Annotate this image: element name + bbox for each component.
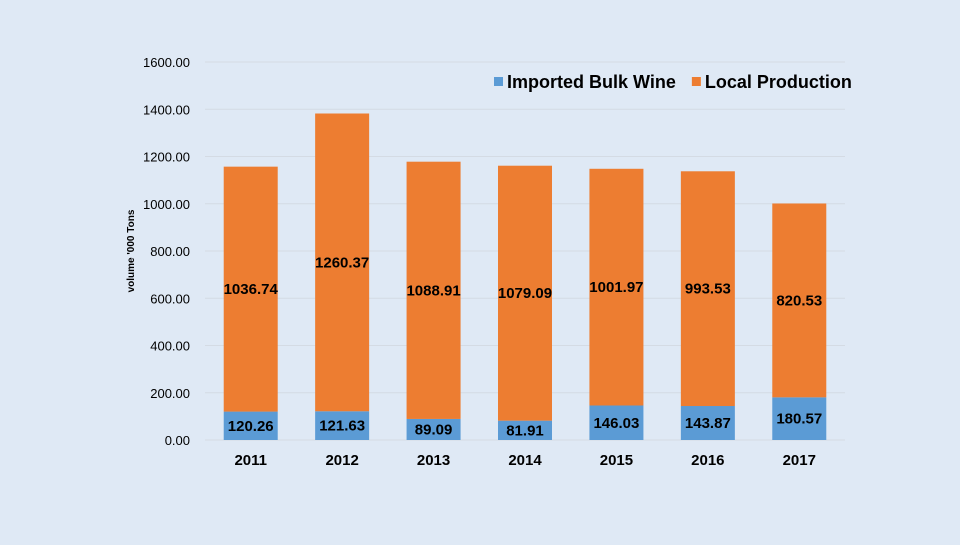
bar-imported-bulk-wine-2013 (406, 418, 461, 440)
data-label: 1001.97 (589, 279, 643, 296)
legend: Imported Bulk Wine Local Production (494, 72, 852, 92)
x-tick-label: 2011 (234, 452, 267, 469)
x-tick-label: 2015 (600, 452, 633, 469)
bar-local-production-2017 (772, 203, 827, 398)
data-label: 89.09 (415, 421, 453, 438)
legend-label: Imported Bulk Wine (507, 72, 676, 92)
data-label: 1260.37 (315, 254, 369, 271)
y-axis-title: volume '000 Tons (126, 209, 137, 292)
y-tick-label: 1200.00 (143, 150, 190, 165)
bar-imported-bulk-wine-2011 (223, 411, 278, 440)
x-tick-label: 2014 (508, 452, 542, 469)
bar-imported-bulk-wine-2012 (315, 411, 370, 440)
y-tick-label: 600.00 (150, 291, 190, 306)
data-label: 120.26 (228, 418, 274, 435)
legend-label: Local Production (705, 72, 852, 92)
y-tick-label: 1600.00 (143, 55, 190, 70)
bar-local-production-2015 (589, 168, 644, 406)
y-tick-label: 800.00 (150, 244, 190, 259)
bar-imported-bulk-wine-2014 (498, 420, 552, 440)
data-label: 1079.09 (498, 285, 552, 302)
x-tick-label: 2012 (325, 452, 358, 469)
bar-local-production-2011 (223, 166, 278, 412)
legend-swatch (494, 77, 503, 86)
y-tick-label: 200.00 (150, 386, 190, 401)
y-tick-label: 1400.00 (143, 102, 190, 117)
x-tick-label: 2016 (691, 452, 724, 469)
bar-imported-bulk-wine-2015 (589, 405, 644, 440)
data-label: 81.91 (506, 422, 544, 439)
data-label: 180.57 (776, 411, 822, 428)
legend-swatch (691, 77, 701, 86)
x-axis-ticks: 2011 2012 2013 2014 2015 2016 2017 (234, 452, 816, 469)
data-label: 146.03 (593, 415, 639, 432)
bars (223, 113, 827, 440)
x-tick-label: 2017 (783, 452, 816, 469)
bar-local-production-2016 (680, 171, 735, 407)
y-tick-label: 400.00 (150, 339, 190, 354)
bar-imported-bulk-wine-2017 (772, 397, 827, 440)
y-axis-ticks: 0.00 200.00 400.00 600.00 800.00 1000.00 1200.… (143, 55, 190, 448)
legend-item-imported-bulk-wine: Imported Bulk Wine (494, 72, 676, 92)
data-labels: 120.26 1036.74 121.63 1260.37 89.09 1088.91 81… (224, 254, 823, 439)
data-label: 143.87 (685, 415, 731, 432)
data-label: 1088.91 (406, 282, 460, 299)
bar-local-production-2013 (406, 161, 461, 419)
y-tick-label: 1000.00 (143, 197, 190, 212)
data-label: 121.63 (319, 418, 365, 435)
bar-local-production-2014 (498, 165, 552, 421)
bar-local-production-2012 (315, 113, 370, 412)
x-tick-label: 2013 (417, 452, 450, 469)
bar-imported-bulk-wine-2016 (680, 406, 735, 440)
y-tick-label: 0.00 (165, 433, 190, 448)
data-label: 820.53 (776, 292, 822, 309)
legend-item-local-production: Local Production (691, 72, 852, 92)
data-label: 993.53 (685, 281, 731, 298)
data-label: 1036.74 (224, 281, 279, 298)
